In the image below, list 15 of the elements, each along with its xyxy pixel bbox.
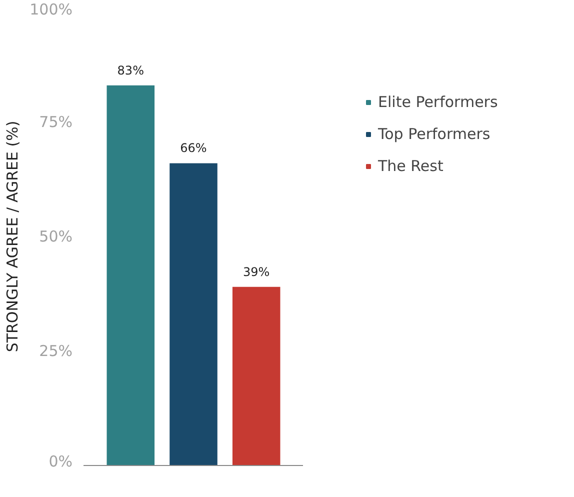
bar: [232, 286, 280, 466]
y-tick-label: 75%: [39, 113, 73, 131]
legend-label: Top Performers: [378, 125, 490, 143]
legend-label: The Rest: [378, 157, 444, 175]
data-label: 66%: [180, 141, 207, 156]
bar: [170, 163, 218, 466]
y-tick-label: 100%: [30, 0, 73, 18]
y-tick-label: 0%: [48, 452, 72, 470]
y-tick-label: 25%: [39, 342, 73, 360]
y-axis-title: STRONGLY AGREE / AGREE (%): [4, 120, 22, 352]
y-tick-label: 50%: [39, 228, 73, 246]
data-label: 39%: [243, 264, 270, 279]
data-label: 83%: [117, 63, 144, 78]
bar: [106, 85, 155, 466]
legend-label: Elite Performers: [378, 93, 498, 111]
